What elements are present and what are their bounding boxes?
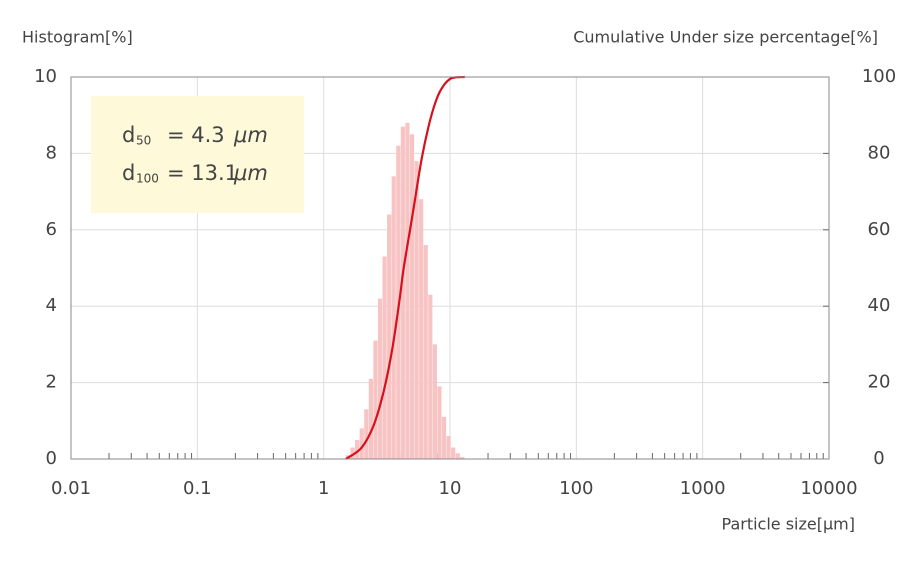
- histogram-bar: [409, 134, 415, 460]
- x-tick-label: 1000: [680, 478, 726, 499]
- histogram-bar: [373, 340, 378, 459]
- x-tick-label: 0.01: [51, 478, 91, 499]
- histogram-bar: [446, 436, 451, 459]
- plot-frame: [70, 76, 830, 460]
- y2-tick-label: 20: [868, 372, 891, 393]
- y2-tick-label: 40: [868, 295, 891, 316]
- y-tick-label: 6: [46, 219, 57, 240]
- x-tick-label: 100: [559, 478, 593, 499]
- cumulative-line: [345, 75, 465, 460]
- y2-tick-label: 80: [868, 142, 891, 163]
- histogram-bar: [414, 161, 419, 460]
- x-axis-title: Particle size[μm]: [722, 515, 855, 534]
- x-tick-label: 0.1: [183, 478, 212, 499]
- histogram-bar: [364, 409, 369, 459]
- histogram-bar: [441, 416, 447, 459]
- histogram-bar: [387, 214, 392, 459]
- y-tick-label: 10: [34, 66, 57, 87]
- y-axis-title: Histogram[%]: [22, 28, 133, 47]
- x-tick-label: 10000: [800, 478, 857, 499]
- annotation-subscript: 50: [136, 134, 151, 148]
- annotation-subscript: 100: [136, 172, 159, 186]
- x-tick-label: 1: [318, 478, 329, 499]
- y-tick-label: 2: [46, 372, 57, 393]
- histogram-bar: [451, 447, 456, 459]
- annotation-box: [91, 96, 304, 213]
- histogram-bar: [455, 453, 460, 459]
- annotation-symbol: d: [122, 123, 135, 147]
- histogram-bar: [377, 298, 383, 459]
- histogram-bar: [428, 294, 433, 459]
- histogram-bar: [460, 457, 465, 459]
- histogram-bar: [368, 378, 373, 459]
- y2-tick-label: 60: [868, 219, 891, 240]
- histogram-bar: [355, 439, 360, 459]
- x-tick-label: 10: [439, 478, 462, 499]
- histogram-bar: [432, 344, 437, 459]
- histogram-bar: [437, 386, 442, 459]
- y2-tick-label: 0: [873, 448, 884, 469]
- histogram-bar: [405, 122, 410, 459]
- histogram-bar: [382, 256, 387, 459]
- y-tick-label: 4: [46, 295, 57, 316]
- y-tick-label: 0: [46, 448, 57, 469]
- histogram-bar: [423, 245, 428, 459]
- y2-tick-label: 100: [862, 66, 896, 87]
- histogram-bar: [359, 428, 364, 459]
- y2-axis-title: Cumulative Under size percentage[%]: [573, 28, 878, 47]
- annotation-value: = 4.3: [167, 123, 225, 147]
- histogram-bar: [400, 126, 405, 459]
- histogram-bar: [391, 176, 396, 459]
- annotation-unit: μm: [233, 161, 268, 185]
- y-tick-label: 8: [46, 142, 57, 163]
- histogram-bar: [419, 199, 424, 460]
- histogram-bar: [350, 447, 355, 459]
- annotation-unit: μm: [233, 123, 268, 147]
- annotation-value: = 13.1: [167, 161, 238, 185]
- annotation-symbol: d: [122, 161, 135, 185]
